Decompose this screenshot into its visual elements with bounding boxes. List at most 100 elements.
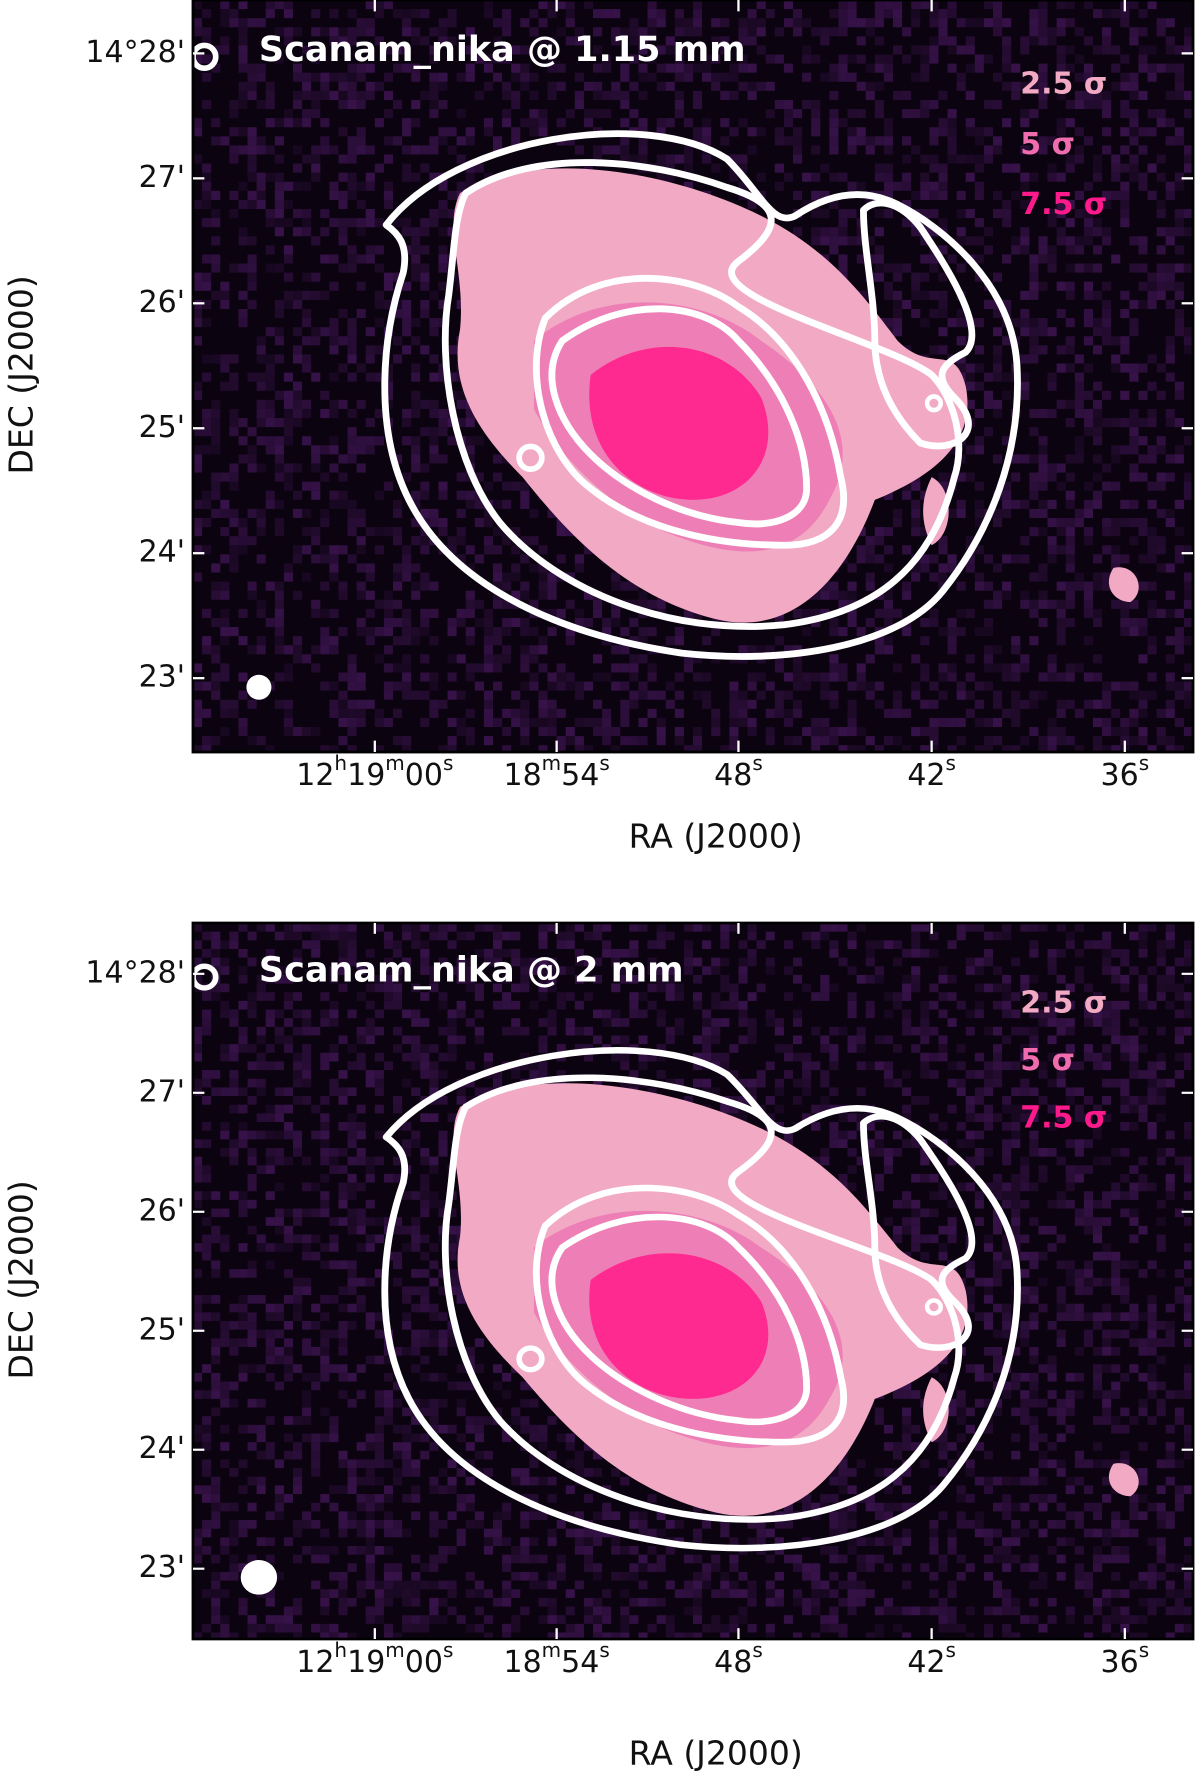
noise-pixel — [393, 1026, 403, 1036]
noise-pixel — [383, 154, 393, 164]
noise-pixel — [320, 136, 330, 146]
noise-pixel — [356, 1035, 366, 1045]
noise-pixel — [283, 1355, 293, 1365]
noise-pixel — [238, 1372, 248, 1382]
noise-pixel — [347, 427, 357, 437]
noise-pixel — [956, 263, 966, 273]
noise-pixel — [993, 590, 1003, 600]
noise-pixel — [1138, 727, 1148, 737]
noise-pixel — [438, 1485, 448, 1495]
noise-pixel — [229, 627, 239, 637]
noise-pixel — [1138, 617, 1148, 628]
noise-pixel — [1120, 218, 1130, 228]
noise-pixel — [511, 572, 521, 582]
noise-pixel — [820, 590, 830, 600]
noise-pixel — [402, 608, 412, 618]
noise-pixel — [602, 627, 612, 637]
noise-pixel — [602, 717, 612, 728]
noise-pixel — [238, 1122, 248, 1131]
noise-pixel — [1102, 308, 1112, 319]
noise-pixel — [438, 1208, 448, 1218]
noise-pixel — [1047, 254, 1057, 264]
noise-pixel — [502, 708, 512, 718]
noise-pixel — [320, 408, 330, 419]
noise-pixel — [938, 690, 948, 700]
noise-pixel — [593, 90, 603, 100]
noise-pixel — [638, 717, 648, 728]
noise-pixel — [229, 699, 239, 709]
noise-pixel — [611, 663, 621, 673]
noise-pixel — [429, 636, 439, 646]
noise-pixel — [293, 1476, 303, 1486]
noise-pixel — [811, 736, 821, 746]
noise-pixel — [1156, 508, 1166, 518]
noise-pixel — [983, 372, 993, 382]
noise-pixel — [202, 1520, 212, 1529]
map-panel — [191, 0, 1195, 754]
noise-pixel — [229, 354, 239, 364]
noise-pixel — [538, 1018, 548, 1027]
noise-pixel — [593, 599, 603, 609]
noise-pixel — [947, 563, 957, 573]
noise-pixel — [293, 1303, 303, 1313]
noise-pixel — [411, 1269, 421, 1278]
noise-pixel — [247, 1260, 257, 1270]
noise-pixel — [1174, 227, 1184, 237]
noise-pixel — [274, 1087, 284, 1097]
noise-pixel — [429, 109, 439, 119]
noise-pixel — [311, 272, 321, 282]
noise-pixel — [1065, 517, 1075, 528]
noise-pixel — [1156, 545, 1166, 555]
noise-pixel — [1102, 90, 1112, 100]
noise-pixel — [583, 109, 593, 119]
noise-pixel — [1174, 127, 1184, 137]
noise-pixel — [883, 127, 893, 137]
noise-pixel — [638, 118, 648, 128]
noise-pixel — [520, 536, 530, 546]
noise-pixel — [629, 654, 639, 664]
noise-pixel — [202, 372, 212, 382]
noise-pixel — [302, 1096, 312, 1105]
noise-pixel — [1156, 18, 1166, 28]
noise-pixel — [556, 608, 566, 618]
noise-pixel — [711, 717, 721, 728]
noise-pixel — [511, 563, 521, 573]
noise-pixel — [293, 554, 303, 564]
noise-pixel — [356, 1589, 366, 1598]
noise-pixel — [256, 418, 266, 428]
noise-pixel — [647, 663, 657, 673]
noise-pixel — [365, 1615, 375, 1624]
noise-pixel — [1138, 9, 1148, 19]
noise-pixel — [438, 957, 448, 967]
noise-pixel — [393, 1476, 403, 1486]
noise-pixel — [193, 517, 203, 528]
noise-pixel — [238, 1520, 248, 1529]
noise-pixel — [211, 445, 221, 455]
noise-pixel — [502, 1563, 512, 1572]
noise-pixel — [220, 363, 230, 373]
noise-pixel — [556, 708, 566, 718]
noise-pixel — [493, 654, 503, 664]
noise-pixel — [211, 654, 221, 664]
noise-pixel — [938, 481, 948, 491]
noise-pixel — [1029, 81, 1039, 91]
noise-pixel — [1083, 636, 1093, 646]
noise-pixel — [447, 672, 457, 682]
noise-pixel — [929, 227, 939, 237]
noise-pixel — [402, 345, 412, 355]
noise-pixel — [602, 109, 612, 119]
noise-pixel — [802, 72, 812, 82]
noise-pixel — [265, 1303, 275, 1313]
noise-pixel — [1165, 190, 1175, 200]
noise-pixel — [1011, 708, 1021, 718]
noise-pixel — [1065, 672, 1075, 682]
noise-pixel — [229, 1087, 239, 1097]
noise-pixel — [1120, 308, 1130, 319]
noise-pixel — [674, 72, 684, 82]
noise-pixel — [420, 299, 430, 309]
noise-pixel — [920, 636, 930, 646]
noise-pixel — [238, 517, 248, 528]
noise-pixel — [511, 63, 521, 73]
noise-pixel — [847, 708, 857, 718]
noise-pixel — [202, 281, 212, 291]
